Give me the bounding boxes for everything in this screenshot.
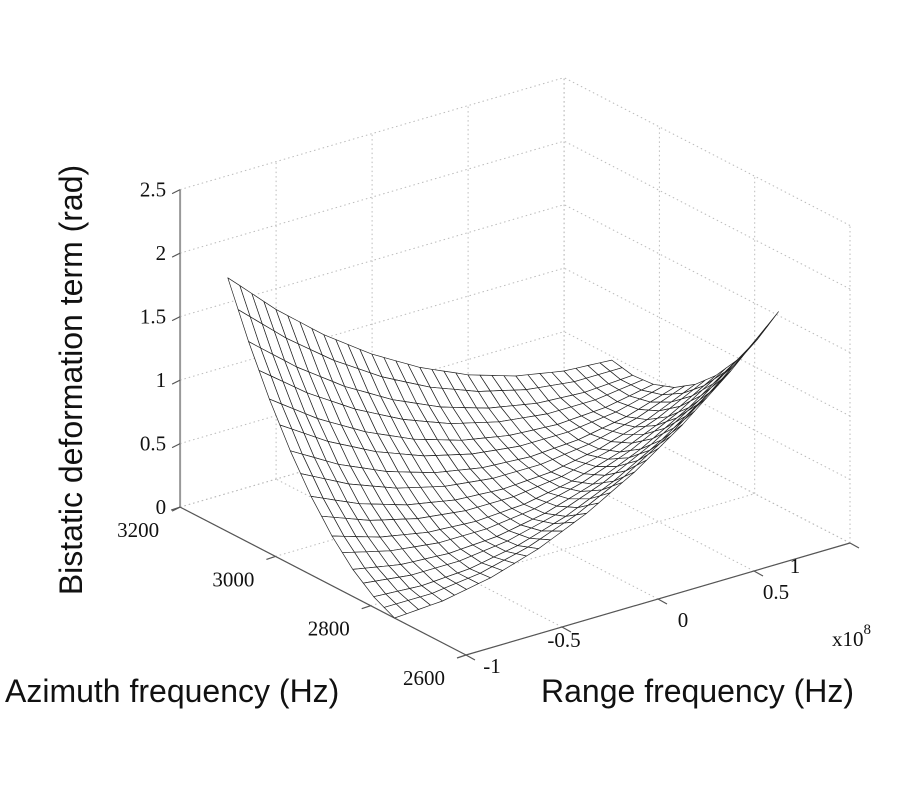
x-tick-mark (849, 542, 860, 549)
grid-line-back-wall (179, 77, 565, 191)
z-tick-label: 2 (156, 241, 167, 265)
grid-line-side-wall (563, 140, 851, 290)
grid-line-back-wall (179, 267, 565, 381)
z-tick-label: 0.5 (140, 432, 166, 456)
axes (170, 189, 860, 661)
x-tick-mark (753, 570, 764, 577)
x-tick-mark (561, 626, 572, 633)
x-tick-label: 0 (678, 608, 689, 632)
y-tick-label: 2800 (308, 617, 350, 641)
x-tick-label: 0.5 (763, 580, 789, 604)
y-tick-mark (456, 654, 467, 659)
x-tick-mark (657, 598, 668, 605)
surface-mesh (227, 277, 779, 619)
x-tick-label: -0.5 (547, 628, 580, 652)
x-tick-mark (465, 654, 476, 661)
multiplier-base: x10 (832, 627, 864, 651)
y-tick-mark (361, 605, 371, 610)
y-tick-mark (266, 555, 276, 560)
z-tick-mark (171, 443, 181, 449)
z-tick-mark (171, 316, 181, 322)
x-tick-label: -1 (483, 654, 501, 678)
grid-line-floor (370, 493, 755, 607)
grid-line-side-wall (563, 204, 851, 353)
y-axis-line (179, 506, 467, 656)
z-tick-mark (171, 189, 181, 195)
multiplier-exponent: 8 (864, 622, 872, 638)
y-axis-label: Azimuth frequency (Hz) (5, 673, 339, 709)
z-tick-label: 0 (156, 495, 167, 519)
z-tick-mark (171, 252, 181, 258)
grid-line-back-wall (179, 331, 565, 445)
y-tick-label: 3000 (212, 567, 254, 591)
x-tick-label: 1 (790, 554, 801, 578)
z-axis-label: Bistatic deformation term (rad) (53, 165, 89, 595)
grid-line-back-wall (179, 204, 565, 318)
x-axis-multiplier: x108 (832, 622, 871, 651)
y-tick-mark (170, 506, 181, 511)
y-tick-label: 3200 (117, 518, 159, 542)
y-tick-label: 2600 (403, 666, 445, 690)
z-tick-mark (171, 379, 181, 385)
z-tick-label: 1 (156, 368, 167, 392)
z-tick-label: 1.5 (140, 305, 166, 329)
x-axis-label: Range frequency (Hz) (541, 673, 854, 709)
grid-line-side-wall (563, 77, 851, 226)
z-tick-label: 2.5 (140, 178, 166, 202)
surface-mesh-cell (383, 603, 407, 619)
grid-line-back-wall (179, 140, 565, 254)
